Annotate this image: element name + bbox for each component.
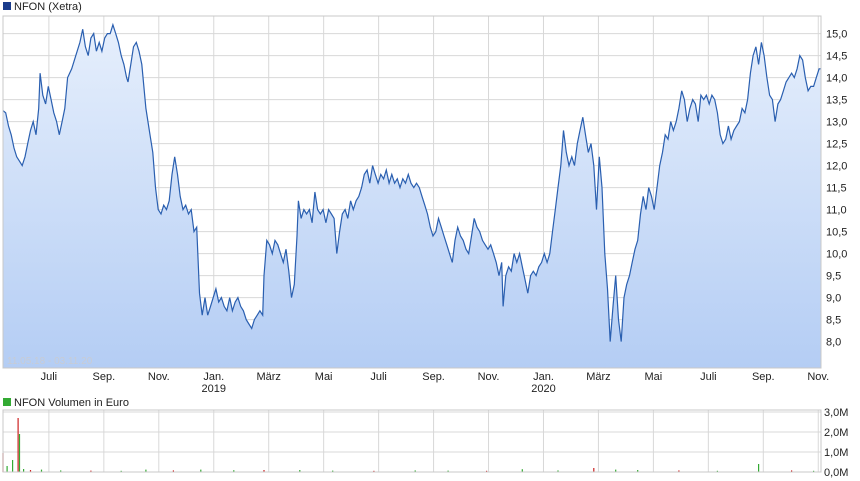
volume-legend-label: NFON Volumen in Euro — [14, 397, 129, 409]
volume-bar — [233, 470, 235, 472]
volume-y-tick-label: 2,0M — [824, 427, 848, 439]
volume-bar — [813, 470, 815, 472]
price-y-tick-label: 9,0 — [826, 293, 841, 305]
volume-plot-frame — [2, 409, 822, 473]
volume-bar — [23, 469, 25, 472]
price-y-tick-label: 10,0 — [826, 249, 847, 261]
volume-bar — [637, 470, 639, 472]
volume-bar — [200, 469, 202, 472]
volume-bar — [716, 470, 718, 472]
volume-bar — [758, 464, 760, 472]
price-x-tick-label: Juli — [370, 371, 387, 383]
price-x-tick-label: Jan. — [203, 371, 224, 383]
price-y-tick-label: 8,5 — [826, 315, 841, 327]
price-legend-label: NFON (Xetra) — [14, 1, 82, 13]
volume-bar — [6, 466, 8, 472]
price-y-tick-label: 11,5 — [826, 183, 847, 195]
price-y-tick-label: 15,0 — [826, 29, 847, 41]
volume-y-axis: 3,0M 2,0M 1,0M 0,0M — [824, 407, 848, 479]
price-x-tick-label: Mai — [645, 371, 663, 383]
price-y-tick-label: 12,5 — [826, 139, 847, 151]
price-y-tick-label: 9,5 — [826, 271, 841, 283]
price-y-tick-label: 14,0 — [826, 73, 847, 85]
volume-bar — [60, 470, 62, 472]
volume-bar — [678, 470, 680, 472]
volume-bars — [2, 418, 815, 472]
price-x-tick-label: Juli — [700, 371, 717, 383]
price-y-tick-label: 13,5 — [826, 95, 847, 107]
price-y-tick-label: 11,0 — [826, 205, 847, 217]
volume-gridlines — [3, 410, 821, 473]
volume-bar — [17, 418, 19, 472]
volume-bar — [120, 470, 122, 472]
price-y-tick-label: 10,5 — [826, 227, 847, 239]
volume-panel: NFON Volumen in Euro 3,0M 2,0M 1,0M 0,0M — [2, 397, 848, 479]
price-x-tick-label: Juli — [41, 371, 58, 383]
volume-y-tick-label: 1,0M — [824, 447, 848, 459]
price-y-tick-label: 13,0 — [826, 117, 847, 129]
volume-bar — [332, 470, 334, 472]
price-y-tick-label: 14,5 — [826, 51, 847, 63]
date-range-label: 11.05.18 - 03.11.20 — [7, 356, 93, 367]
price-x-tick-label: Sep. — [752, 371, 775, 383]
volume-bar — [414, 470, 416, 472]
volume-y-tick-label: 0,0M — [824, 467, 848, 479]
price-legend-swatch — [3, 2, 11, 10]
volume-bar — [12, 460, 14, 472]
volume-bar — [447, 470, 449, 472]
volume-bar — [263, 470, 265, 472]
volume-y-tick-label: 3,0M — [824, 407, 848, 419]
price-x-tick-label: Nov. — [148, 371, 170, 383]
price-y-tick-label: 8,0 — [826, 337, 841, 349]
price-plot-frame — [2, 15, 822, 369]
volume-bar — [557, 470, 559, 472]
volume-bar — [172, 470, 174, 472]
price-x-tick-label: Sep. — [422, 371, 445, 383]
volume-bar — [593, 468, 595, 472]
price-x-tick-label: Mai — [315, 371, 333, 383]
volume-legend-swatch — [3, 398, 11, 406]
volume-bar — [791, 470, 793, 472]
price-x-tick-label: Jan. — [533, 371, 554, 383]
price-x-tick-label: Nov. — [478, 371, 500, 383]
volume-bar — [486, 470, 488, 472]
volume-bar — [521, 469, 523, 472]
price-x-tick-label: Nov. — [807, 371, 829, 383]
volume-bar — [145, 469, 147, 472]
volume-bar — [18, 434, 21, 472]
price-x-tick-label: Sep. — [93, 371, 116, 383]
price-x-year-label: 2019 — [202, 383, 226, 395]
volume-bar — [29, 470, 32, 472]
price-area-fill — [3, 24, 821, 369]
volume-bar — [299, 470, 301, 472]
price-line — [2, 22, 821, 342]
price-x-year-label: 2020 — [531, 383, 555, 395]
volume-bar — [40, 469, 43, 472]
price-y-tick-label: 12,0 — [826, 161, 847, 173]
volume-bar — [373, 470, 375, 472]
price-panel: NFON (Xetra) 15,0 14,5 14,0 13,5 13,0 12,5 12,… — [2, 1, 847, 395]
price-x-tick-label: März — [586, 371, 610, 383]
volume-bar — [615, 469, 617, 472]
price-x-tick-label: März — [256, 371, 280, 383]
volume-bar — [90, 470, 92, 472]
price-y-axis: 15,0 14,5 14,0 13,5 13,0 12,5 12,0 11,5 11,0 10,5… — [826, 29, 847, 349]
